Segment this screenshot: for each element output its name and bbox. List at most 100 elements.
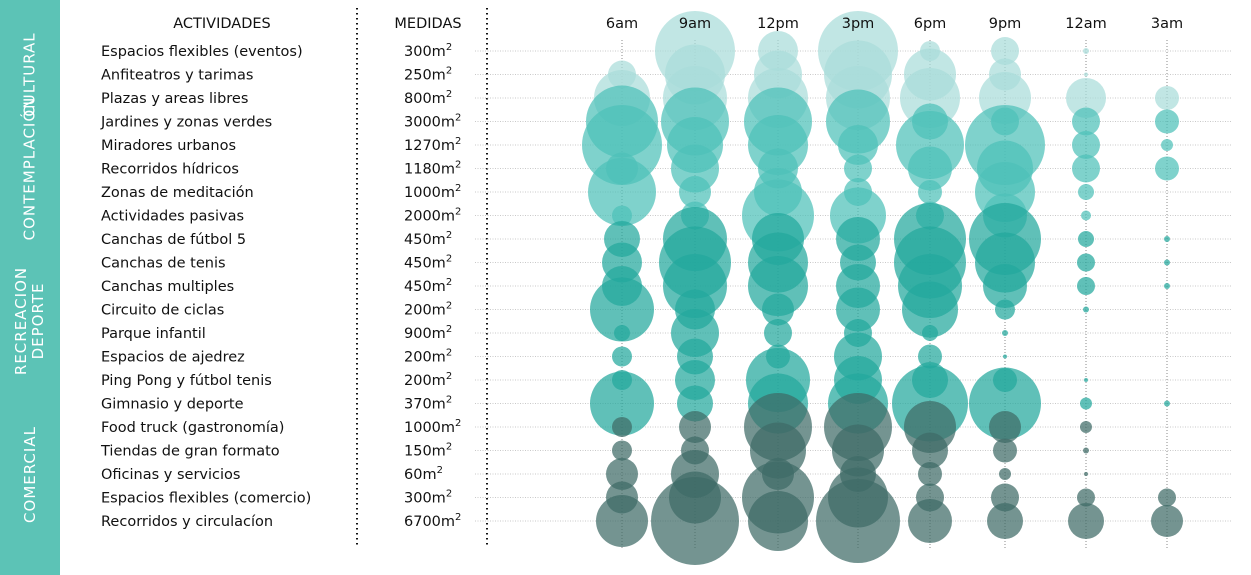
- bubble-12am-row-0: [1083, 48, 1089, 54]
- activity-label: Canchas de tenis: [101, 256, 226, 272]
- bubble-12am-row-18: [1084, 472, 1088, 476]
- bubble-12am-row-11: [1083, 306, 1089, 313]
- bubble-9pm-row-16: [989, 411, 1021, 443]
- bubble-6am-row-11: [590, 277, 654, 342]
- activity-label: Zonas de meditación: [101, 185, 254, 201]
- bubble-3am-row-5: [1155, 156, 1179, 181]
- time-label-12am: 12am: [1065, 16, 1106, 32]
- bubble-12am-row-19: [1077, 488, 1095, 507]
- bubble-12pm-row-10: [748, 256, 808, 316]
- bubble-6pm-row-17: [912, 432, 948, 469]
- bubble-12am-row-10: [1077, 277, 1095, 295]
- bubble-12am-row-4: [1072, 131, 1100, 159]
- bubble-9am-row-5: [671, 144, 719, 193]
- bubble-6am-row-17: [612, 440, 632, 461]
- measure-value: 1270m2: [404, 136, 461, 154]
- activity-label: Jardines y zonas verdes: [100, 115, 272, 131]
- bubble-9pm-row-10: [983, 264, 1027, 308]
- bubble-6pm-row-6: [918, 180, 942, 204]
- activity-label: Circuito de ciclas: [101, 303, 224, 319]
- activity-label: Actividades pasivas: [101, 209, 244, 225]
- measure-value: 60m2: [404, 465, 443, 483]
- measure-value: 300m2: [404, 489, 452, 507]
- bubble-12am-row-16: [1080, 421, 1092, 433]
- measure-value: 370m2: [404, 395, 452, 413]
- activity-label: Espacios flexibles (eventos): [101, 44, 303, 60]
- bubble-12am-row-2: [1066, 78, 1106, 118]
- activity-label: Recorridos hídricos: [101, 162, 239, 178]
- activity-label: Recorridos y circulacíon: [101, 514, 273, 530]
- measure-value: 300m2: [404, 42, 452, 60]
- measure-value: 150m2: [404, 442, 452, 460]
- bubble-9am-row-20: [651, 477, 739, 565]
- bubble-3pm-row-20: [816, 479, 900, 563]
- category-sidebar: CULTURAL CONTEMPLACIÓN RECREACION DEPORTE C…: [0, 0, 60, 575]
- header-activities: ACTIVIDADES: [173, 16, 270, 32]
- bubble-6am-row-16: [612, 417, 632, 437]
- activity-label: Espacios de ajedrez: [101, 350, 245, 366]
- measure-value: 450m2: [404, 230, 452, 248]
- bubble-9pm-row-12: [1002, 330, 1008, 336]
- bubble-6am-row-7: [612, 205, 632, 226]
- bubble-12am-row-20: [1068, 503, 1104, 539]
- measure-value: 1180m2: [404, 160, 461, 178]
- activity-label: Anfiteatros y tarimas: [101, 68, 253, 84]
- measure-value: 250m2: [404, 66, 452, 84]
- measure-value: 1000m2: [404, 183, 461, 201]
- time-label-9pm: 9pm: [989, 16, 1022, 32]
- bubble-12pm-row-20: [748, 491, 808, 551]
- bubble-9pm-row-17: [993, 438, 1017, 463]
- bubble-12am-row-5: [1072, 154, 1100, 183]
- activity-label: Canchas multiples: [101, 279, 234, 295]
- time-label-3pm: 3pm: [842, 16, 875, 32]
- measure-value: 200m2: [404, 371, 452, 389]
- bubble-6pm-row-5: [908, 146, 952, 191]
- activity-label: Miradores urbanos: [101, 138, 236, 154]
- bubble-9pm-row-20: [987, 503, 1023, 539]
- bubble-12am-row-9: [1077, 253, 1095, 272]
- bubble-6pm-row-20: [908, 499, 952, 543]
- bubble-9pm-row-11: [995, 299, 1015, 320]
- activity-label: Oficinas y servicios: [101, 467, 240, 483]
- bubble-6am-row-13: [612, 346, 632, 367]
- time-label-3am: 3am: [1151, 16, 1183, 32]
- bubble-3pm-row-4: [838, 125, 878, 165]
- activity-label: Parque infantil: [101, 326, 206, 342]
- activity-label: Food truck (gastronomía): [101, 420, 284, 436]
- bubble-3pm-row-11: [836, 287, 880, 332]
- bubble-3am-row-8: [1164, 236, 1170, 242]
- bubble-9am-row-16: [679, 411, 711, 443]
- measure-value: 3000m2: [404, 113, 461, 131]
- bubble-12pm-row-11: [762, 293, 794, 326]
- bubble-12am-row-17: [1083, 447, 1089, 454]
- bubble-3am-row-19: [1158, 488, 1176, 507]
- bubble-6pm-row-12: [922, 325, 938, 341]
- time-label-6am: 6am: [606, 16, 638, 32]
- bubble-9pm-row-13: [1003, 354, 1007, 359]
- activity-label: Tiendas de gran formato: [100, 444, 280, 460]
- bubble-6pm-row-11: [902, 281, 958, 338]
- bubble-3am-row-10: [1164, 283, 1170, 289]
- measure-value: 200m2: [404, 301, 452, 319]
- bubble-6am-row-20: [596, 495, 648, 547]
- bubble-3am-row-15: [1164, 400, 1170, 407]
- activity-label: Canchas de fútbol 5: [101, 232, 246, 248]
- activity-label: Plazas y areas libres: [101, 91, 248, 107]
- bubble-6am-row-15: [590, 371, 654, 436]
- bubble-12am-row-7: [1081, 210, 1091, 221]
- bubble-9am-row-6: [679, 176, 711, 208]
- activity-label: Ping Pong y fútbol tenis: [101, 373, 272, 389]
- activity-label: Espacios flexibles (comercio): [101, 491, 311, 507]
- bubble-6am-row-12: [614, 325, 630, 341]
- bubble-12am-row-15: [1080, 397, 1092, 410]
- time-label-12pm: 12pm: [757, 16, 799, 32]
- bubble-3am-row-9: [1164, 259, 1170, 266]
- bubble-3am-row-2: [1155, 86, 1179, 110]
- time-label-9am: 9am: [679, 16, 711, 32]
- bubble-6am-row-6: [588, 158, 656, 226]
- measure-value: 2000m2: [404, 207, 461, 225]
- bubble-6pm-row-18: [918, 462, 942, 486]
- measure-value: 900m2: [404, 324, 452, 342]
- bubble-12am-row-3: [1072, 107, 1100, 136]
